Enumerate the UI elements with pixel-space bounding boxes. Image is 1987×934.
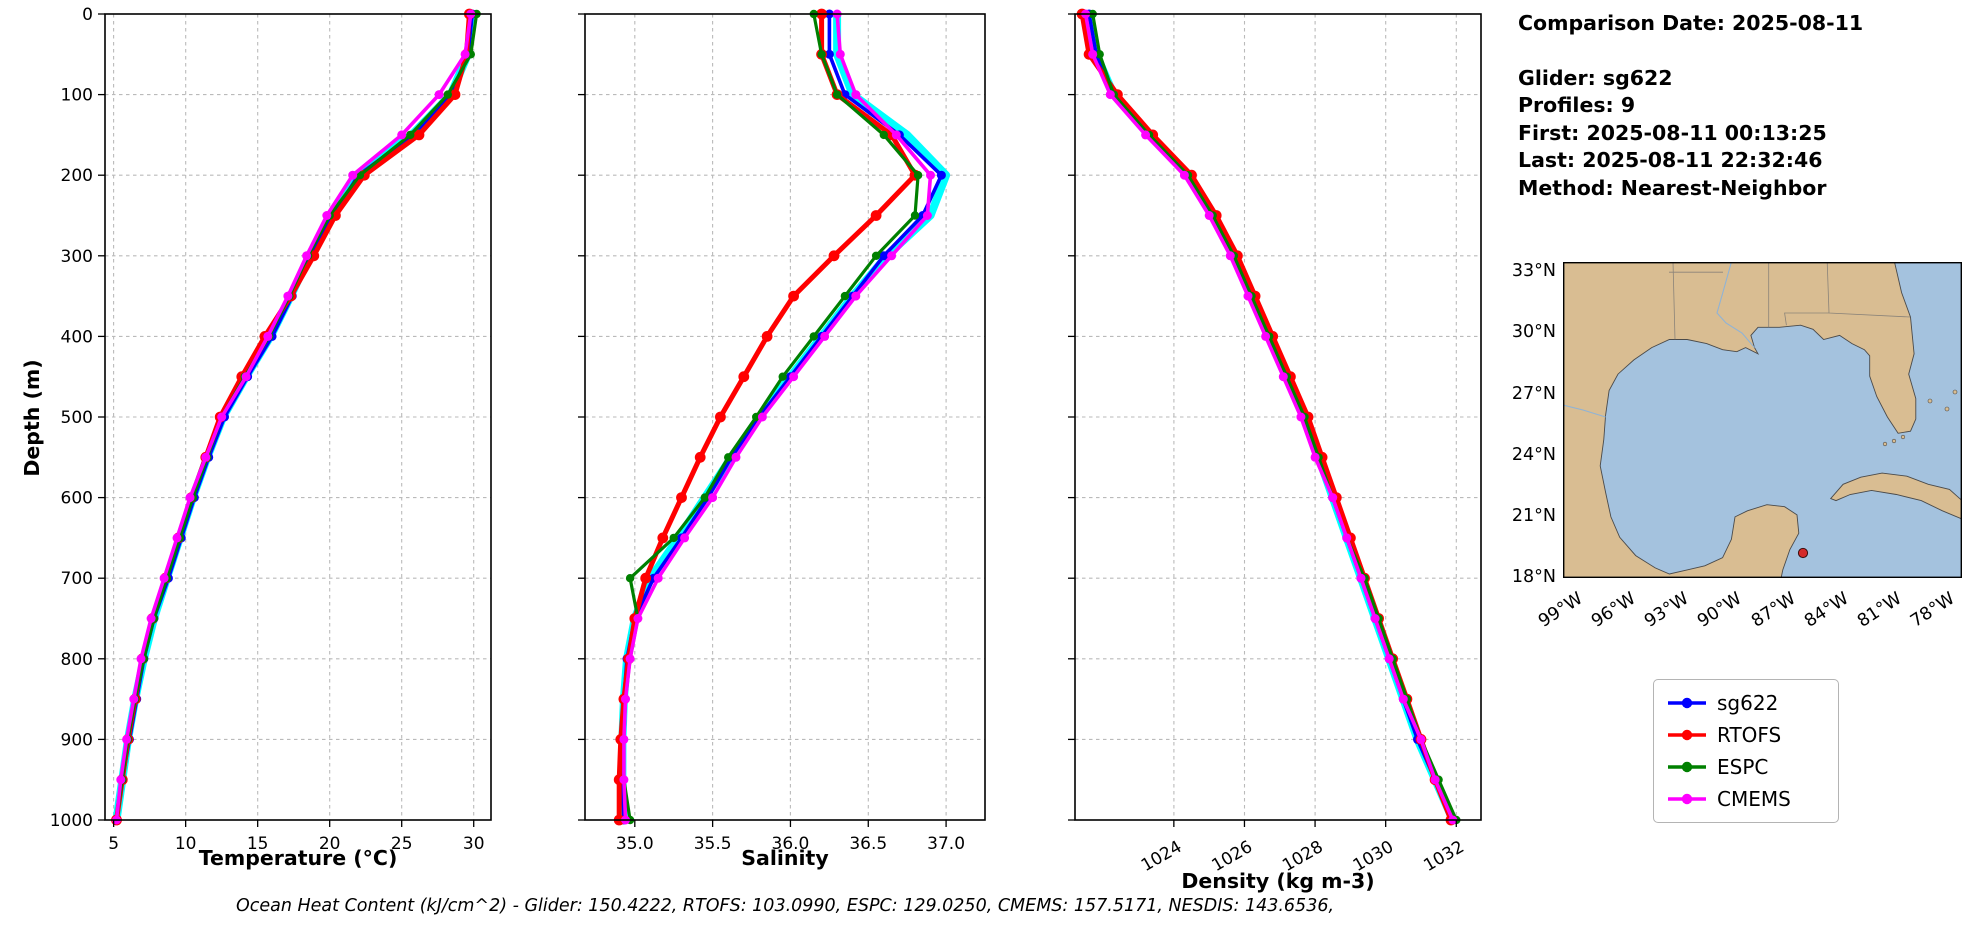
svg-text:36.5: 36.5 (849, 834, 887, 854)
map-lat-label: 30°N (1511, 322, 1556, 342)
map-border (1562, 261, 1963, 579)
legend-marker-icon (1668, 697, 1706, 709)
x-axis-label-temperature: Temperature (°C) (198, 846, 398, 870)
legend-item-cmems: CMEMS (1666, 784, 1822, 814)
svg-text:1000: 1000 (50, 811, 93, 831)
legend-label: CMEMS (1717, 787, 1791, 811)
temperature-panel: 5 10 15 20 25 3001002003004005006007008009001… (50, 5, 492, 854)
rivers (1562, 261, 1755, 418)
salinity-panel: 35.0 35.5 36.0 36.5 37.0 (578, 8, 986, 854)
series-CMEMS (1081, 9, 1458, 825)
density-panel: 1024 1026 1028 1030 1032 (1068, 8, 1482, 876)
svg-text:600: 600 (61, 489, 93, 509)
legend-label: RTOFS (1717, 723, 1782, 747)
svg-text:15: 15 (247, 834, 269, 854)
legend-marker-icon (1668, 793, 1706, 805)
y-axis-label: Depth (m) (20, 359, 44, 477)
svg-text:36.0: 36.0 (772, 834, 810, 854)
last-profile-time: Last: 2025-08-11 22:32:46 (1518, 148, 1823, 172)
legend-marker-icon (1668, 729, 1706, 741)
legend-item-rtofs: RTOFS (1666, 720, 1822, 750)
map-lat-label: 18°N (1511, 567, 1556, 587)
map-lat-label: 27°N (1511, 384, 1556, 404)
legend-item-espc: ESPC (1666, 752, 1822, 782)
svg-text:800: 800 (61, 650, 93, 670)
small-islands (1882, 389, 1958, 447)
svg-text:700: 700 (61, 569, 93, 589)
legend-marker-icon (1668, 761, 1706, 773)
svg-text:200: 200 (61, 166, 93, 186)
legend: sg622 RTOFS ESPC CMEMS (1653, 679, 1839, 823)
map-lat-label: 33°N (1511, 261, 1556, 281)
series-CMEMS (619, 9, 935, 825)
x-axis-label-density: Density (kg m-3) (1181, 869, 1375, 893)
svg-text:25: 25 (391, 834, 413, 854)
info-panel: Comparison Date: 2025-08-11 Glider: sg62… (1518, 10, 1863, 202)
svg-text:500: 500 (61, 408, 93, 428)
svg-text:35.0: 35.0 (616, 834, 654, 854)
method: Method: Nearest-Neighbor (1518, 175, 1827, 200)
ohc-footer-text: Ocean Heat Content (kJ/cm^2) - Glider: 1… (235, 896, 1335, 916)
map-lat-label: 21°N (1511, 506, 1556, 526)
svg-text:5: 5 (108, 834, 119, 854)
legend-label: sg622 (1717, 691, 1779, 715)
glider-name: Glider: sg622 (1518, 65, 1673, 90)
svg-text:400: 400 (61, 327, 93, 347)
glider-position-marker (1797, 547, 1809, 559)
series-CMEMS (112, 9, 476, 825)
comparison-date: Comparison Date: 2025-08-11 (1518, 11, 1864, 35)
svg-text:100: 100 (61, 86, 93, 106)
profiles-count: Profiles: 9 (1518, 93, 1636, 117)
map-lat-label: 24°N (1511, 445, 1556, 465)
svg-text:35.5: 35.5 (694, 834, 732, 854)
svg-text:10: 10 (175, 834, 197, 854)
svg-text:900: 900 (61, 730, 93, 750)
svg-text:37.0: 37.0 (927, 834, 965, 854)
map-canvas (1562, 261, 1963, 579)
svg-text:20: 20 (319, 834, 341, 854)
first-profile-time: First: 2025-08-11 00:13:25 (1518, 120, 1827, 145)
svg-text:300: 300 (61, 247, 93, 267)
legend-label: ESPC (1717, 755, 1769, 779)
svg-text:30: 30 (463, 834, 485, 854)
legend-item-sg622: sg622 (1666, 688, 1822, 718)
svg-text:0: 0 (82, 5, 93, 25)
state-borders (1669, 261, 1911, 340)
gulf-of-mexico-map (1562, 261, 1963, 582)
x-axis-label-salinity: Salinity (741, 846, 829, 870)
mainland-us-mexico (1562, 261, 1917, 579)
